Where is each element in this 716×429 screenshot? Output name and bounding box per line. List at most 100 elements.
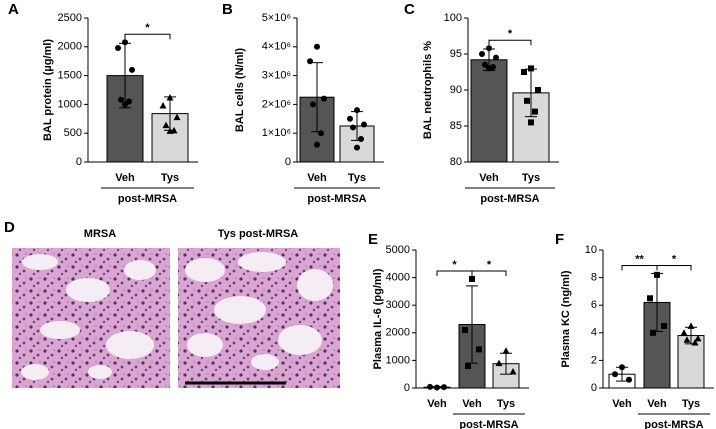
data-point: [314, 141, 320, 148]
histology-image: [178, 248, 340, 388]
group-label: post-MRSA: [480, 193, 539, 205]
group-label: post-MRSA: [644, 419, 703, 429]
x-tick-label: Veh: [427, 398, 447, 410]
y-tick-label: 2000: [386, 327, 410, 339]
y-tick-label: 0: [285, 156, 291, 168]
y-tick-label: 2: [591, 354, 597, 366]
data-point: [482, 61, 488, 68]
data-point: [694, 334, 702, 342]
x-tick-label: Veh: [612, 398, 632, 410]
y-tick-label: 85: [450, 120, 462, 132]
y-axis-label: BAL neutrophils %: [422, 41, 434, 139]
histology-image: [12, 248, 170, 388]
significance-bracket: [471, 270, 507, 276]
y-tick-label: 4000: [386, 272, 410, 284]
y-tick-label: 500: [64, 127, 82, 139]
y-tick-label: 4×10⁶: [262, 41, 291, 53]
panel-letter: E: [368, 231, 378, 248]
data-point: [680, 329, 688, 336]
y-tick-label: 4: [591, 327, 597, 339]
data-point: [493, 54, 499, 61]
data-point: [115, 44, 121, 51]
image-title: Tys post-MRSA: [218, 228, 299, 240]
data-point: [347, 115, 353, 122]
data-point: [354, 144, 360, 151]
data-point: [528, 65, 534, 72]
x-tick-label: Veh: [307, 172, 327, 184]
data-point: [535, 87, 541, 93]
panel-letter: C: [404, 1, 415, 18]
y-axis-label: Plasma IL-6 (pg/ml): [372, 268, 384, 369]
data-point: [469, 275, 475, 282]
x-tick-label: Veh: [647, 398, 667, 410]
data-point: [321, 95, 327, 102]
y-tick-label: 0: [404, 382, 410, 394]
y-tick-label: 3×10⁶: [262, 70, 291, 82]
y-tick-label: 5×10⁶: [262, 12, 291, 24]
data-point: [521, 69, 527, 75]
data-point: [486, 45, 492, 52]
data-point: [462, 327, 468, 334]
data-point: [465, 362, 471, 369]
data-point: [129, 66, 135, 73]
y-axis-label: BAL protein (µg/ml): [42, 39, 54, 141]
y-tick-label: 10: [585, 244, 597, 256]
y-tick-label: 100: [444, 12, 462, 24]
x-tick-label: Tys: [522, 172, 540, 184]
significance-label: *: [508, 28, 513, 40]
data-point: [654, 271, 660, 278]
data-point: [350, 124, 356, 131]
data-point: [307, 58, 313, 65]
data-point: [495, 359, 503, 367]
data-point: [509, 367, 517, 375]
significance-label: **: [635, 253, 644, 265]
x-tick-label: Veh: [462, 398, 482, 410]
panel-letter: B: [222, 1, 233, 18]
data-point: [358, 135, 364, 142]
y-tick-label: 80: [450, 156, 462, 168]
y-tick-label: 5000: [386, 244, 410, 256]
x-tick-label: Tys: [497, 398, 515, 410]
y-tick-label: 1×10⁶: [262, 127, 291, 139]
data-point: [441, 384, 447, 391]
y-tick-label: 0: [76, 156, 82, 168]
panel-letter: F: [555, 231, 564, 248]
y-tick-label: 1000: [386, 354, 410, 366]
y-tick-label: 95: [450, 48, 462, 60]
x-tick-label: Tys: [161, 172, 179, 184]
data-point: [687, 322, 695, 329]
significance-label: *: [145, 22, 150, 34]
panel-letter: A: [8, 1, 19, 18]
y-tick-label: 8: [591, 272, 597, 284]
significance-bracket: [436, 270, 473, 276]
y-tick-label: 2000: [58, 41, 82, 53]
y-tick-label: 2500: [58, 12, 82, 24]
data-point: [122, 39, 128, 46]
data-point: [476, 346, 482, 353]
significance-bracket: [488, 39, 532, 46]
x-tick-label: Tys: [348, 172, 366, 184]
data-point: [479, 51, 485, 57]
data-point: [619, 364, 625, 371]
data-point: [314, 43, 320, 50]
data-point: [612, 371, 618, 378]
data-point: [166, 93, 174, 101]
y-tick-label: 1500: [58, 70, 82, 82]
data-point: [318, 130, 324, 137]
y-tick-label: 2×10⁶: [262, 98, 291, 110]
data-point: [650, 329, 656, 336]
significance-label: *: [487, 259, 492, 271]
group-label: post-MRSA: [459, 419, 518, 429]
data-point: [427, 383, 433, 390]
data-point: [532, 108, 538, 115]
data-point: [434, 384, 440, 391]
x-tick-label: Veh: [115, 172, 135, 184]
y-tick-label: 3000: [386, 299, 410, 311]
image-title: MRSA: [84, 228, 116, 240]
data-point: [162, 121, 170, 129]
data-point: [122, 101, 128, 108]
y-tick-label: 1000: [58, 98, 82, 110]
x-tick-label: Tys: [682, 398, 700, 410]
y-axis-label: Plasma KC (ng/ml): [560, 270, 572, 368]
data-point: [528, 119, 534, 126]
